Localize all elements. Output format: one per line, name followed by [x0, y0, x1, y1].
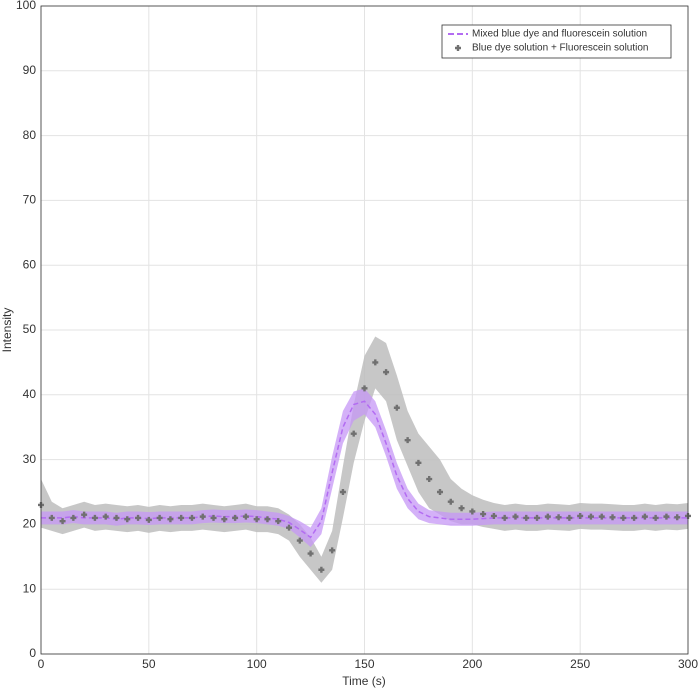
x-tick-label: 0 — [38, 657, 45, 671]
marker — [480, 511, 487, 518]
y-tick-label: 100 — [16, 0, 36, 12]
y-tick-label: 50 — [23, 322, 37, 336]
y-tick-label: 80 — [23, 128, 37, 142]
marker — [555, 514, 562, 521]
marker — [275, 518, 282, 525]
y-tick-label: 60 — [23, 257, 37, 271]
y-tick-label: 40 — [23, 387, 37, 401]
marker — [145, 516, 152, 523]
marker — [512, 513, 519, 520]
marker — [264, 516, 271, 523]
marker — [674, 514, 681, 521]
y-tick-label: 0 — [29, 646, 36, 660]
y-tick-label: 90 — [23, 63, 37, 77]
marker — [350, 430, 357, 437]
x-tick-label: 150 — [354, 657, 374, 671]
marker — [458, 505, 465, 512]
y-tick-label: 70 — [23, 193, 37, 207]
marker — [447, 498, 454, 505]
marker — [199, 513, 206, 520]
marker — [339, 489, 346, 495]
marker — [124, 516, 131, 523]
marker — [631, 514, 638, 521]
marker — [178, 514, 185, 521]
marker — [296, 537, 303, 544]
marker — [587, 513, 594, 520]
legend-box — [441, 24, 672, 59]
marker — [641, 513, 648, 520]
marker — [663, 513, 670, 520]
y-tick-label: 10 — [23, 581, 37, 595]
marker — [113, 514, 120, 521]
marker — [81, 511, 88, 518]
marker — [48, 514, 55, 521]
y-tick-label: 30 — [23, 452, 37, 466]
marker — [501, 514, 508, 521]
marker — [393, 404, 400, 411]
marker — [426, 476, 433, 483]
x-axis-label: Time (s) — [342, 674, 386, 688]
marker — [286, 524, 293, 531]
marker — [577, 512, 584, 519]
marker — [436, 489, 443, 495]
marker — [620, 514, 627, 521]
marker — [188, 514, 195, 521]
marker — [221, 516, 228, 523]
marker — [91, 514, 98, 521]
x-tick-label: 100 — [247, 657, 267, 671]
marker — [361, 385, 368, 392]
x-tick-label: 300 — [678, 657, 698, 671]
marker — [232, 514, 239, 521]
legend-label: Mixed blue dye and fluorescein solution — [472, 29, 647, 40]
marker — [242, 513, 249, 520]
x-tick-label: 200 — [462, 657, 482, 671]
marker — [135, 514, 142, 521]
marker — [156, 514, 163, 521]
marker — [307, 550, 314, 557]
y-axis-label: Intensity — [0, 308, 14, 353]
y-tick-label: 20 — [23, 517, 37, 531]
legend-label: Blue dye solution + Fluorescein solution — [472, 43, 649, 54]
marker — [383, 369, 390, 376]
marker — [70, 514, 77, 521]
marker — [609, 514, 616, 521]
x-tick-label: 250 — [570, 657, 590, 671]
legend: Mixed blue dye and fluorescein solution B… — [441, 24, 672, 59]
marker — [490, 512, 497, 519]
plot-frame — [40, 5, 689, 655]
marker — [598, 513, 605, 520]
x-tick-label: 50 — [142, 657, 156, 671]
marker — [329, 547, 336, 554]
legend-swatch — [455, 45, 461, 51]
marker — [544, 513, 551, 520]
marker — [534, 514, 541, 521]
marker — [372, 359, 379, 366]
marker — [469, 508, 476, 515]
marker — [523, 514, 530, 521]
marker — [318, 566, 325, 573]
marker — [210, 514, 217, 521]
marker — [652, 514, 659, 521]
marker — [59, 518, 66, 525]
marker — [167, 516, 174, 523]
marker — [253, 516, 260, 523]
marker — [404, 437, 411, 444]
marker — [102, 513, 109, 520]
marker — [415, 459, 422, 466]
marker — [566, 514, 573, 521]
